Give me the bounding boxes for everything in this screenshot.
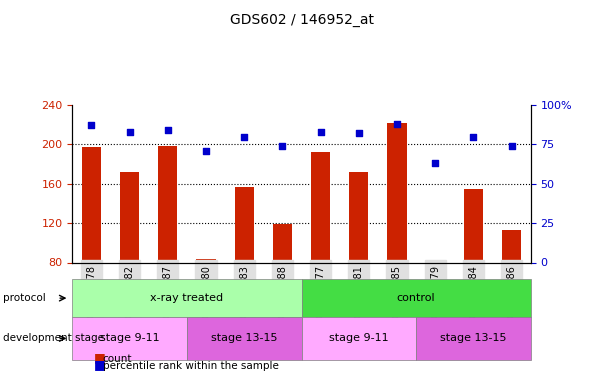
Bar [502,230,521,262]
Point [316,129,326,135]
Bar [273,224,292,262]
Point [277,143,287,149]
Text: GDS602 / 146952_at: GDS602 / 146952_at [230,13,373,27]
Point [239,134,249,140]
Point [87,123,96,129]
Bar [426,261,444,262]
Bar [311,152,330,262]
Text: ■: ■ [93,358,105,371]
Bar [197,259,216,262]
Bar [120,172,139,262]
Bar [82,147,101,262]
Bar [235,187,254,262]
Text: x-ray treated: x-ray treated [150,293,224,303]
Text: stage 13-15: stage 13-15 [440,333,507,344]
Text: stage 9-11: stage 9-11 [100,333,159,344]
Text: stage 13-15: stage 13-15 [211,333,277,344]
Bar [387,123,406,262]
Point [125,129,134,135]
Point [469,134,478,140]
Point [354,130,364,136]
Point [392,121,402,127]
Bar [464,189,483,262]
Text: control: control [397,293,435,303]
Text: ■: ■ [93,351,105,364]
Point [431,160,440,166]
Text: count: count [103,354,132,364]
Text: stage 9-11: stage 9-11 [329,333,388,344]
Text: development stage: development stage [3,333,104,344]
Text: percentile rank within the sample: percentile rank within the sample [103,361,279,371]
Bar [349,172,368,262]
Point [163,127,172,133]
Point [507,143,516,149]
Point [201,148,211,154]
Bar [158,146,177,262]
Text: protocol: protocol [3,293,46,303]
